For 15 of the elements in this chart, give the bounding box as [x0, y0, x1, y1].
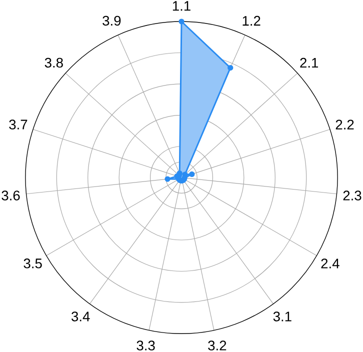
- spoke-label: 3.2: [208, 340, 226, 351]
- spoke-label: 3.1: [273, 312, 292, 322]
- spoke-label: 3.7: [9, 120, 28, 130]
- spoke-label: 3.9: [102, 16, 121, 26]
- spoke-label: 3.3: [136, 340, 155, 351]
- spoke-label: 1.2: [242, 16, 260, 26]
- spoke-label: 1.1: [172, 1, 190, 11]
- spoke-label: 3.8: [44, 58, 63, 68]
- spoke-label: 3.6: [2, 190, 20, 201]
- spoke-label: 3.5: [24, 258, 42, 269]
- spoke-label: 2.4: [321, 258, 340, 268]
- spoke-label: 2.1: [300, 58, 318, 68]
- spoke-label: 2.3: [343, 190, 362, 201]
- spoke-label: 2.2: [336, 120, 354, 130]
- spoke-label: 3.4: [72, 312, 90, 322]
